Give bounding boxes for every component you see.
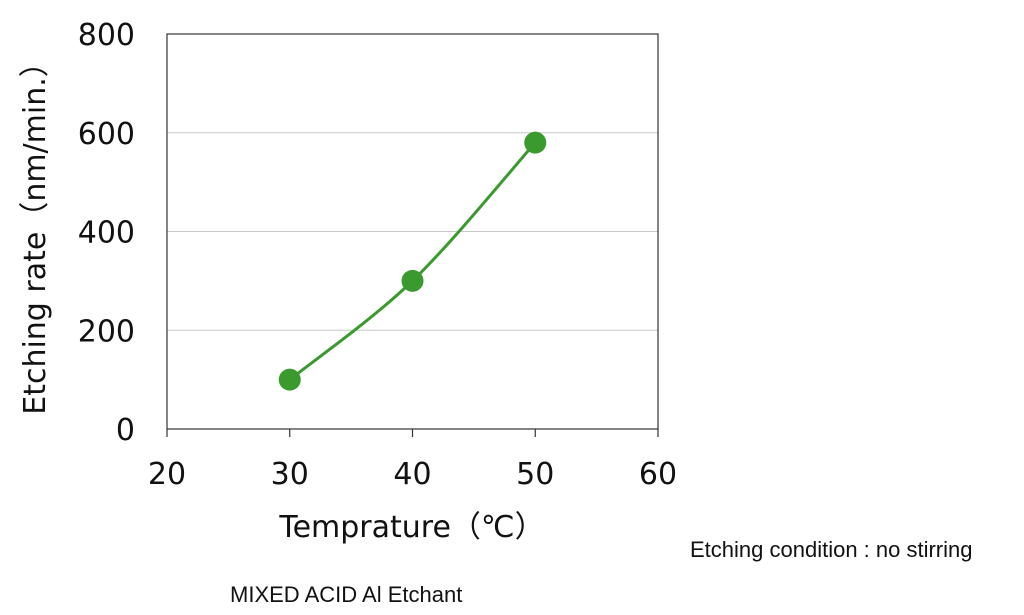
y-tick-label: 400	[78, 216, 135, 251]
etching-condition-note: Etching condition : no stirring	[690, 537, 973, 562]
x-tick-label: 20	[148, 457, 186, 492]
data-point	[524, 131, 547, 154]
x-tick-label: 40	[393, 457, 431, 492]
y-tick-label: 0	[116, 413, 135, 448]
y-tick-label: 600	[78, 117, 135, 152]
series-line	[288, 141, 537, 381]
y-axis-title: Etching rate（nm/min.）	[18, 47, 53, 415]
x-tick-label: 30	[271, 457, 309, 492]
x-tick-label: 60	[639, 457, 677, 492]
y-tick-label: 800	[78, 18, 135, 53]
x-tick-label: 50	[516, 457, 554, 492]
data-point	[278, 368, 301, 391]
x-axis-title: Temprature（℃）	[278, 510, 544, 545]
data-point	[401, 269, 424, 292]
y-tick-label: 200	[78, 314, 135, 349]
chart-caption: MIXED ACID Al Etchant	[230, 582, 463, 607]
